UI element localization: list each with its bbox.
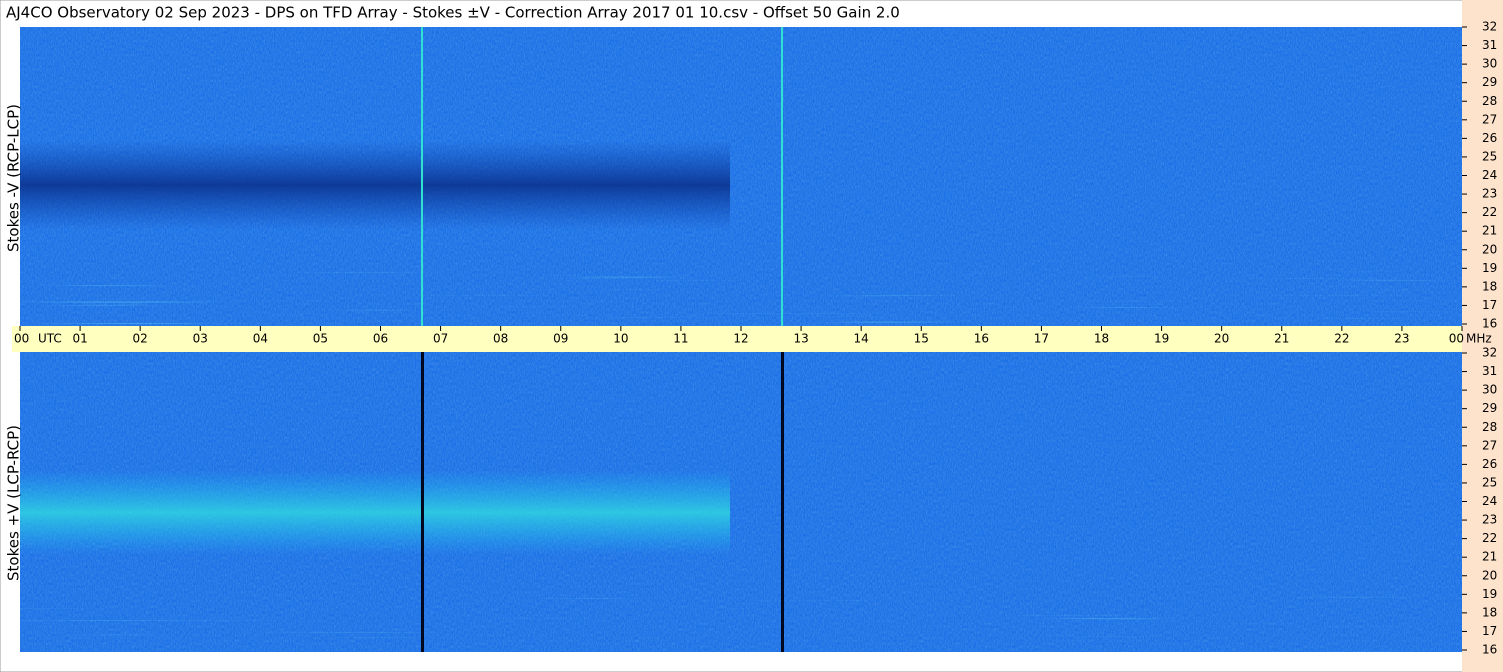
y-tick-label: 29 (1482, 75, 1497, 89)
y-tick-label: 24 (1482, 168, 1497, 182)
x-tick-label: 04 (253, 332, 268, 346)
y-tick-label: 16 (1482, 643, 1497, 657)
y-tick-label: 30 (1482, 383, 1497, 397)
y-tick-label: 27 (1482, 438, 1497, 452)
streaks (20, 595, 1462, 652)
y-tick-label: 32 (1482, 20, 1497, 34)
x-tick-label: 19 (1154, 332, 1169, 346)
x-tick-label: 07 (433, 332, 448, 346)
y-tick-label: 22 (1482, 531, 1497, 545)
y-tick-label: 31 (1482, 38, 1497, 52)
y-tick-label: 19 (1482, 587, 1497, 601)
x-tick-label: 01 (72, 332, 87, 346)
y-tick-label: 20 (1482, 242, 1497, 256)
y-tick-label: 30 (1482, 57, 1497, 71)
y-tick-label: 21 (1482, 550, 1497, 564)
y-tick-label: 26 (1482, 131, 1497, 145)
y-axis-label: Stokes -V (RCP-LCP) (5, 104, 23, 252)
band (20, 140, 730, 230)
x-tick-label: 21 (1274, 332, 1289, 346)
y-tick-label: 32 (1482, 346, 1497, 360)
y-tick-label: 26 (1482, 457, 1497, 471)
y-tick-label: 25 (1482, 475, 1497, 489)
spike (421, 27, 423, 326)
x-tick-label: 05 (313, 332, 328, 346)
x-tick-label: 12 (733, 332, 748, 346)
spike (421, 352, 424, 652)
y-tick-label: 27 (1482, 112, 1497, 126)
y-tick-label: 18 (1482, 605, 1497, 619)
x-tick-label: 03 (193, 332, 208, 346)
y-tick-label: 29 (1482, 401, 1497, 415)
x-tick-label: 13 (793, 332, 808, 346)
y-tick-label: 16 (1482, 317, 1497, 331)
x-tick-label: 18 (1094, 332, 1109, 346)
chart-title: AJ4CO Observatory 02 Sep 2023 - DPS on T… (6, 4, 900, 22)
spike (781, 352, 784, 652)
x-tick-label: 02 (133, 332, 148, 346)
y-tick-label: 19 (1482, 261, 1497, 275)
y-tick-label: 24 (1482, 494, 1497, 508)
x-tick-label: 20 (1214, 332, 1229, 346)
spike (781, 27, 783, 326)
y-tick-label: 18 (1482, 279, 1497, 293)
x-tick-label: 15 (914, 332, 929, 346)
x-tick-label: 00 (14, 332, 29, 346)
y-tick-label: 21 (1482, 224, 1497, 238)
x-tick-label: 06 (373, 332, 388, 346)
x-tick-label: 08 (493, 332, 508, 346)
y-tick-label: 28 (1482, 420, 1497, 434)
y-tick-label: 17 (1482, 298, 1497, 312)
x-tick-label: 09 (553, 332, 568, 346)
y-tick-label: 25 (1482, 149, 1497, 163)
y-tick-label: 31 (1482, 364, 1497, 378)
y-tick-label: 22 (1482, 205, 1497, 219)
x-tick-label: 14 (854, 332, 869, 346)
panel-top (20, 27, 1462, 326)
x-tick-label: 22 (1334, 332, 1349, 346)
y-tick-label: 23 (1482, 513, 1497, 527)
freq-axis-strip (1462, 0, 1503, 672)
y-tick-label: 20 (1482, 568, 1497, 582)
x-tick-label: 16 (974, 332, 989, 346)
band (20, 470, 730, 555)
y-tick-label: 28 (1482, 94, 1497, 108)
panel-bottom (20, 352, 1462, 652)
x-tick-label: 17 (1034, 332, 1049, 346)
streaks (20, 270, 1462, 326)
y-unit-label: MHz (1466, 332, 1492, 346)
x-tick-label: 10 (613, 332, 628, 346)
time-axis-strip (12, 326, 1462, 352)
y-tick-label: 17 (1482, 624, 1497, 638)
x-tick-label: 00 (1449, 332, 1464, 346)
x-tick-label: 23 (1394, 332, 1409, 346)
y-axis-label: Stokes +V (LCP-RCP) (5, 425, 23, 581)
y-tick-label: 23 (1482, 187, 1497, 201)
x-tick-label: 11 (673, 332, 688, 346)
x-axis-label: UTC (38, 332, 62, 346)
